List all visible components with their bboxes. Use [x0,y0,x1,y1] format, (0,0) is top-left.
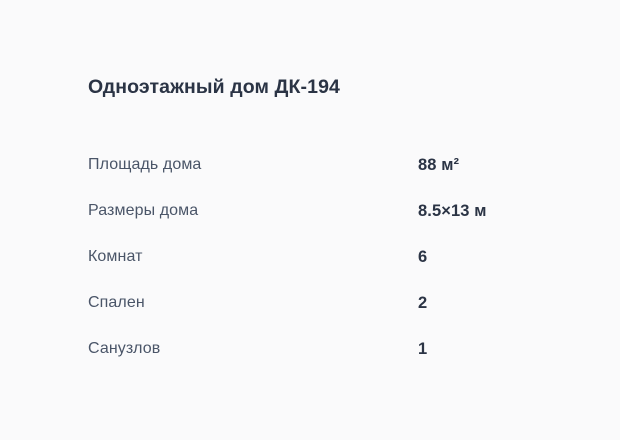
table-row: Площадь дома 88 м² [88,142,558,188]
table-row: Санузлов 1 [88,326,558,372]
spec-value-bedrooms: 2 [418,294,428,312]
page-title: Одноэтажный дом ДК-194 [88,76,340,98]
spec-label-bedrooms: Спален [88,294,145,311]
specifications-table: Площадь дома 88 м² Размеры дома 8.5×13 м… [88,142,558,372]
table-row: Спален 2 [88,280,558,326]
table-row: Комнат 6 [88,234,558,280]
spec-label-rooms: Комнат [88,248,143,265]
spec-value-rooms: 6 [418,248,428,266]
spec-value-area: 88 м² [418,156,460,174]
spec-value-dimensions: 8.5×13 м [418,202,487,220]
spec-value-bathrooms: 1 [418,340,428,358]
spec-label-dimensions: Размеры дома [88,202,199,219]
spec-label-area: Площадь дома [88,156,202,173]
table-row: Размеры дома 8.5×13 м [88,188,558,234]
spec-label-bathrooms: Санузлов [88,340,161,357]
